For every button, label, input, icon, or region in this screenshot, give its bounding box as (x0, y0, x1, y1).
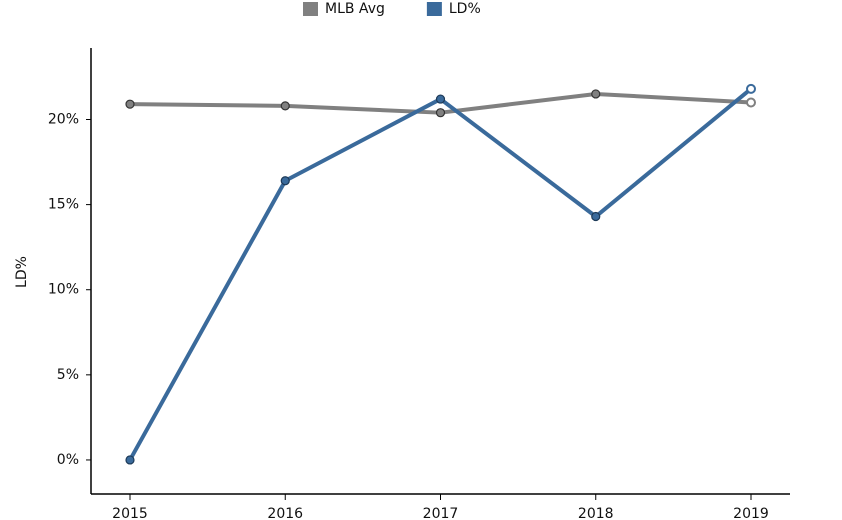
data-point (280, 176, 290, 186)
x-tick-label: 2017 (423, 506, 459, 520)
legend-label: LD% (449, 1, 481, 17)
y-tick-label: 0% (57, 452, 79, 468)
y-tick-label: 5% (57, 367, 79, 383)
legend-label: MLB Avg (325, 1, 385, 17)
data-point (125, 455, 135, 465)
legend-swatch (303, 2, 318, 16)
y-tick-label: 15% (48, 197, 79, 213)
data-point (591, 211, 601, 222)
data-point (435, 94, 446, 104)
data-point (125, 99, 135, 109)
x-tick-label: 2016 (267, 506, 303, 520)
y-tick-label: 10% (48, 282, 79, 298)
data-point (746, 83, 756, 94)
data-point (746, 97, 756, 108)
data-point (280, 101, 290, 111)
data-point (591, 89, 601, 99)
x-tick-label: 2019 (733, 506, 769, 520)
y-tick-label: 20% (48, 111, 79, 127)
series-line (128, 87, 753, 461)
x-tick-label: 2015 (112, 506, 148, 520)
data-point (435, 108, 446, 118)
legend-swatch (426, 2, 442, 16)
y-axis-label: LD% (14, 256, 30, 288)
x-tick-label: 2018 (578, 506, 614, 520)
